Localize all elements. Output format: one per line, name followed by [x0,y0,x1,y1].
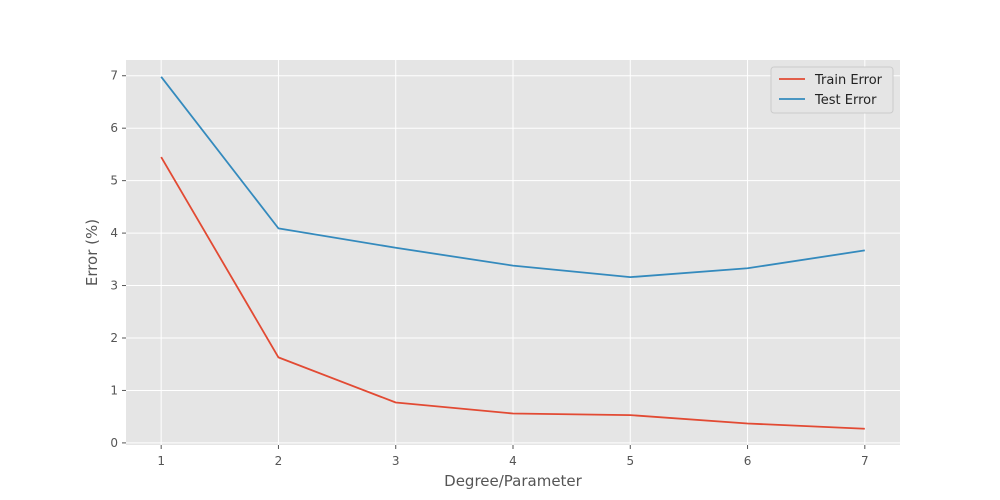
legend: Train Error Test Error [770,66,894,114]
grid-lines [126,60,900,445]
x-tick-label: 2 [275,454,283,468]
series-line-train-error [160,156,865,430]
y-tick-label: 7 [110,69,118,83]
series-line-test-error [160,76,865,279]
x-tick-label: 7 [861,454,869,468]
y-tick-label: 4 [110,226,118,240]
x-axis-ticks: 1 2 3 4 5 6 7 [157,445,869,468]
legend-label-train-error: Train Error [814,73,883,88]
x-axis-label: Degree/Parameter [444,472,583,490]
x-tick-label: 3 [392,454,400,468]
y-tick-label: 0 [110,436,118,450]
series-lines [160,76,865,430]
x-tick-label: 1 [157,454,165,468]
legend-label-test-error: Test Error [814,93,877,108]
y-tick-label: 1 [110,383,118,397]
y-axis-label: Error (%) [83,219,101,286]
x-tick-label: 5 [626,454,634,468]
y-tick-label: 3 [110,279,118,293]
y-tick-label: 5 [110,174,118,188]
y-tick-label: 2 [110,331,118,345]
x-tick-label: 4 [509,454,517,468]
x-tick-label: 6 [744,454,752,468]
y-axis-ticks: 0 1 2 3 4 5 6 7 [110,69,126,450]
y-tick-label: 6 [110,121,118,135]
